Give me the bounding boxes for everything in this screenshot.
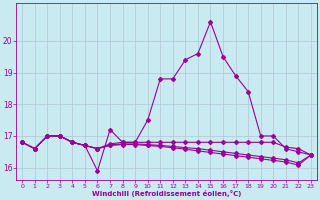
X-axis label: Windchill (Refroidissement éolien,°C): Windchill (Refroidissement éolien,°C) [92, 190, 241, 197]
